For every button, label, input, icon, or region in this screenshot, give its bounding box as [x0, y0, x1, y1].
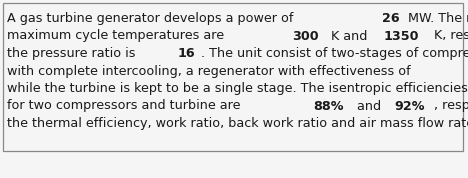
Text: the thermal efficiency, work ratio, back work ratio and air mass flow rate.: the thermal efficiency, work ratio, back…	[7, 117, 468, 130]
Text: and: and	[353, 100, 385, 112]
Text: . The unit consist of two-stages of compressor: . The unit consist of two-stages of comp…	[201, 47, 468, 60]
Text: 88%: 88%	[314, 100, 344, 112]
Text: 26: 26	[382, 12, 399, 25]
Text: A gas turbine generator develops a power of: A gas turbine generator develops a power…	[7, 12, 297, 25]
Text: K, respectively, while: K, respectively, while	[430, 30, 468, 43]
Text: 16: 16	[178, 47, 196, 60]
Text: the pressure ratio is: the pressure ratio is	[7, 47, 139, 60]
Text: K and: K and	[327, 30, 371, 43]
Text: 92%: 92%	[394, 100, 425, 112]
Text: maximum cycle temperatures are: maximum cycle temperatures are	[7, 30, 228, 43]
Text: 300: 300	[292, 30, 319, 43]
Text: with complete intercooling, a regenerator with effectiveness of: with complete intercooling, a regenerato…	[7, 64, 415, 77]
Text: , respectively. Find: , respectively. Find	[434, 100, 468, 112]
Text: while the turbine is kept to be a single stage. The isentropic efficiencies: while the turbine is kept to be a single…	[7, 82, 468, 95]
Text: for two compressors and turbine are: for two compressors and turbine are	[7, 100, 244, 112]
Bar	[3, 3, 463, 151]
Text: 1350: 1350	[384, 30, 419, 43]
Text: MW. The minimum and: MW. The minimum and	[404, 12, 468, 25]
